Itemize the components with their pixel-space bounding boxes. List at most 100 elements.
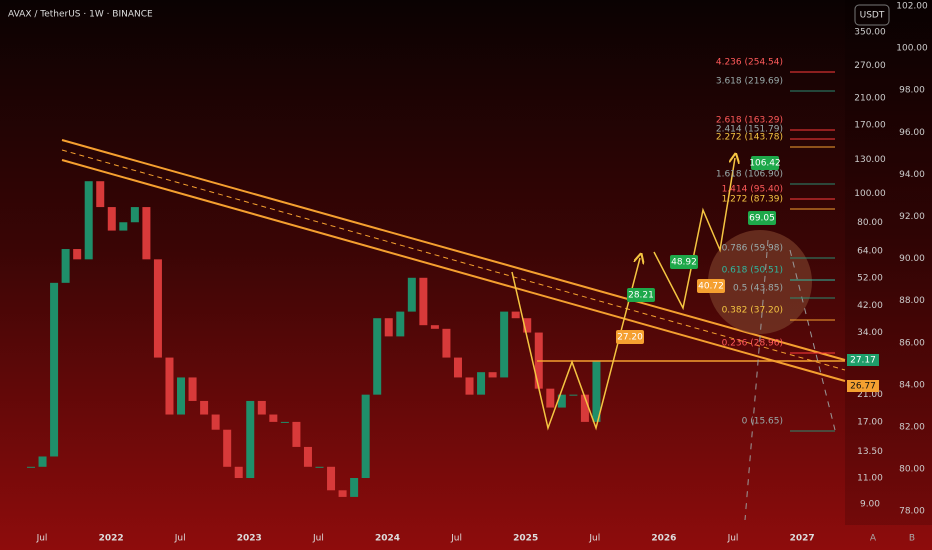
fib-level-label: 1.618 (106.90)	[716, 170, 783, 180]
price-tick-label: 64.00	[857, 247, 883, 257]
price-tick-label: 13.50	[857, 447, 883, 457]
candle	[500, 311, 509, 378]
price-scale	[845, 0, 932, 525]
price-tick-label: 42.00	[857, 301, 883, 311]
target-label: 69.05	[749, 214, 775, 224]
time-tick-label: 2027	[790, 534, 815, 544]
percent-tick-label: 96.00	[899, 128, 925, 138]
candle	[488, 372, 497, 378]
candle	[442, 328, 451, 358]
candle	[188, 377, 197, 401]
time-tick-label: Jul	[312, 534, 324, 544]
percent-tick-label: 98.00	[899, 86, 925, 96]
candle	[465, 377, 474, 395]
scale-button[interactable]: B	[909, 534, 915, 544]
time-tick-label: Jul	[588, 534, 600, 544]
candle	[61, 249, 70, 283]
price-tick-label: 11.00	[857, 474, 883, 484]
currency-label[interactable]: USDT	[860, 11, 885, 21]
candle	[165, 357, 174, 415]
percent-tick-label: 80.00	[899, 465, 925, 475]
percent-tick-label: 102.00	[896, 2, 928, 12]
candle	[200, 400, 209, 415]
candle	[153, 259, 162, 358]
candle	[396, 311, 405, 337]
alert-badge	[847, 380, 879, 392]
time-tick-label: 2023	[237, 534, 262, 544]
candle	[96, 181, 105, 208]
percent-tick-label: 94.00	[899, 170, 925, 180]
time-tick-label: Jul	[36, 534, 48, 544]
fib-level-label: 1.414 (95.40)	[722, 185, 783, 195]
candle	[223, 429, 232, 467]
candle	[373, 318, 382, 395]
candle	[523, 318, 532, 333]
currency-button[interactable]	[854, 4, 890, 26]
time-tick-label: 2025	[513, 534, 538, 544]
candle	[73, 249, 82, 260]
last-price-badge	[847, 354, 879, 366]
target-label: 27.20	[617, 333, 643, 343]
drawings	[61, 139, 846, 521]
target-label: 40.72	[698, 282, 724, 292]
percent-tick-label: 84.00	[899, 380, 925, 390]
candle	[419, 277, 428, 326]
time-tick-label: 2024	[375, 534, 400, 544]
candle	[546, 388, 555, 408]
fib-level-label: 0.618 (50.51)	[722, 266, 783, 276]
price-tick-label: 350.00	[854, 28, 886, 38]
percent-tick-label: 100.00	[896, 44, 928, 54]
fib-level-label: 2.272 (143.78)	[716, 133, 783, 143]
target-badge	[627, 288, 655, 302]
scale-button[interactable]: A	[870, 534, 877, 544]
percent-tick-label: 86.00	[899, 338, 925, 348]
fib-level-label: 0.382 (37.20)	[722, 306, 783, 316]
candle	[142, 207, 151, 260]
candle	[50, 282, 59, 457]
time-tick-label: Jul	[727, 534, 739, 544]
time-tick-label: 2026	[651, 534, 676, 544]
target-badge	[616, 330, 644, 344]
last-price: 27.17	[850, 356, 876, 366]
price-tick-label: 100.00	[854, 189, 886, 199]
candle	[234, 466, 243, 479]
candle	[453, 357, 462, 378]
percent-tick-label: 82.00	[899, 423, 925, 433]
alert-price: 26.77	[850, 382, 876, 392]
time-tick-label: Jul	[450, 534, 462, 544]
time-tick-label: Jul	[174, 534, 186, 544]
target-label: 48.92	[671, 258, 697, 268]
fib-level-label: 0 (15.65)	[742, 417, 783, 427]
fib-level-label: 2.414 (151.79)	[716, 125, 783, 135]
candle	[303, 446, 312, 467]
fib-level-label: 0.786 (59.98)	[722, 244, 783, 254]
candle	[292, 421, 301, 447]
percent-tick-label: 90.00	[899, 254, 925, 264]
price-tick-label: 130.00	[854, 155, 886, 165]
fib-level-label: 1.272 (87.39)	[722, 195, 783, 205]
percent-tick-label: 92.00	[899, 212, 925, 222]
price-tick-label: 80.00	[857, 218, 883, 228]
time-tick-label: 2022	[99, 534, 124, 544]
candle	[327, 466, 336, 491]
candle	[557, 394, 566, 408]
candle	[246, 400, 255, 479]
price-tick-label: 170.00	[854, 121, 886, 131]
target-label: 28.21	[628, 291, 654, 301]
candle	[430, 325, 439, 329]
price-tick-label: 270.00	[854, 61, 886, 71]
candle	[569, 394, 578, 396]
price-tick-label: 9.00	[860, 499, 880, 509]
percent-tick-label: 78.00	[899, 507, 925, 517]
candle	[130, 207, 139, 223]
candle	[338, 490, 347, 497]
fib-level-label: 0.5 (43.85)	[733, 284, 783, 294]
price-tick-label: 52.00	[857, 273, 883, 283]
candle	[38, 456, 47, 467]
price-tick-label: 21.00	[857, 390, 883, 400]
fib-level-label: 3.618 (219.69)	[716, 77, 783, 87]
candle	[280, 421, 289, 423]
target-badge	[697, 279, 725, 293]
candle	[269, 414, 278, 422]
